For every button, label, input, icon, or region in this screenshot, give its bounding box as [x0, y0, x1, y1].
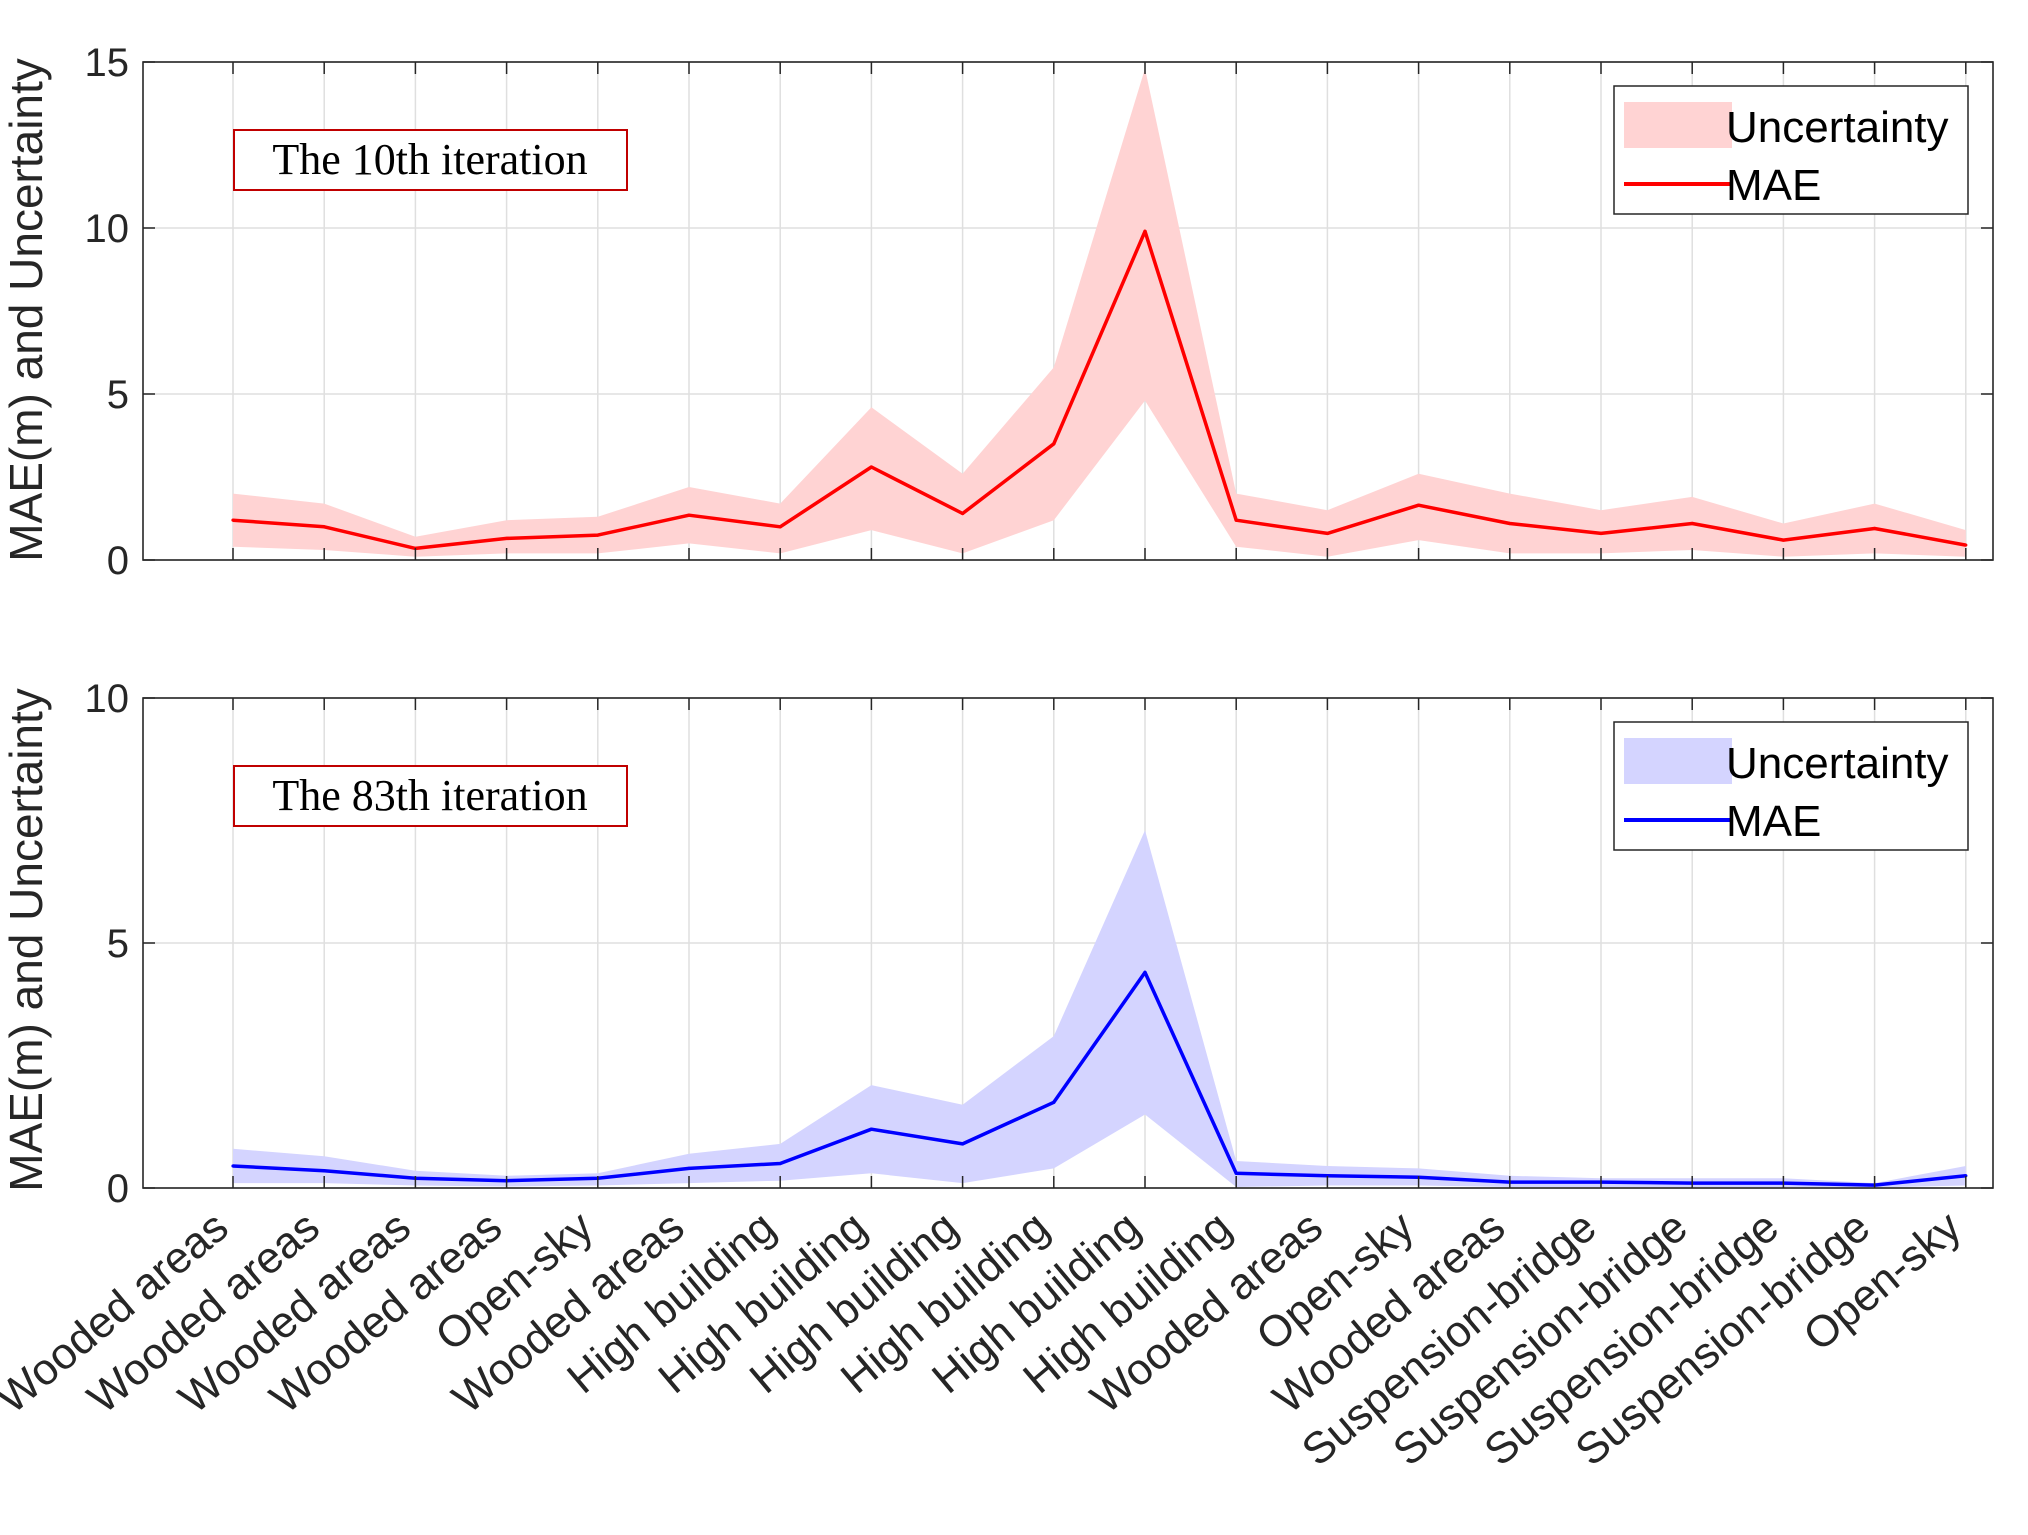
mae-line	[232, 970, 1966, 1187]
mae-point	[1143, 970, 1147, 975]
mae-point	[596, 533, 600, 537]
annotation-box	[233, 765, 628, 827]
mae-point	[322, 1169, 326, 1173]
legend: Uncertainty MAE	[1613, 85, 1969, 215]
y-tick-label: 0	[107, 539, 129, 583]
mae-point	[231, 518, 235, 522]
mae-point	[1234, 1171, 1238, 1175]
mae-point	[1143, 229, 1147, 233]
annotation-box	[233, 129, 628, 191]
mae-point	[231, 1164, 235, 1168]
y-tick-label: 15	[85, 41, 130, 85]
mae-point	[1964, 1174, 1968, 1178]
mae-point	[1690, 521, 1694, 526]
legend-swatch-uncertainty	[1624, 738, 1732, 784]
subplot-10th-iteration: 0 5 10 15 The 10th iteration Uncertainty MAE	[85, 41, 1994, 583]
mae-point	[687, 1166, 691, 1170]
mae-point	[687, 513, 691, 517]
iteration-annotation: The 10th iteration	[233, 129, 628, 191]
mae-point	[1234, 518, 1238, 522]
y-tick-label: 5	[107, 373, 129, 417]
y-axis-label-bottom: MAE(m) and Uncertainty	[0, 688, 52, 1192]
mae-point	[1052, 442, 1056, 446]
legend-label-uncertainty: Uncertainty	[1726, 103, 1949, 152]
uncertainty-band	[233, 830, 1966, 1188]
legend: Uncertainty MAE	[1613, 721, 1969, 851]
y-tick-label: 0	[107, 1167, 129, 1211]
legend-label-mae: MAE	[1726, 161, 1821, 210]
mae-point	[1052, 1100, 1056, 1104]
subplot-83th-iteration: 0 5 10 The 83th iteration Uncertainty MAE	[85, 677, 1994, 1211]
mae-point	[778, 1161, 782, 1166]
mae-point	[778, 525, 782, 529]
y-tick-label: 5	[107, 922, 129, 966]
mae-point	[505, 536, 509, 541]
legend-label-mae: MAE	[1726, 797, 1821, 846]
mae-point	[322, 525, 326, 529]
mae-point	[1964, 543, 1968, 547]
mae-point	[1508, 521, 1512, 526]
mae-point	[869, 1127, 874, 1131]
mae-point	[1417, 503, 1421, 507]
iteration-annotation: The 83th iteration	[233, 765, 628, 827]
mae-point	[1873, 526, 1877, 531]
mae-point	[961, 511, 965, 516]
mae-point	[1325, 531, 1329, 536]
mae-point	[1781, 538, 1785, 542]
y-tick-label: 10	[85, 677, 130, 721]
legend-label-uncertainty: Uncertainty	[1726, 739, 1949, 788]
mae-point	[961, 1142, 965, 1146]
legend-swatch-uncertainty	[1624, 102, 1732, 148]
mae-line	[232, 229, 1967, 551]
mae-point	[1599, 531, 1603, 536]
annotation-text: The 10th iteration	[272, 135, 587, 184]
annotation-text: The 83th iteration	[272, 771, 587, 820]
mae-point	[1325, 1174, 1329, 1178]
mae-point	[869, 465, 874, 469]
axes-box	[142, 61, 1994, 561]
y-tick-label: 10	[85, 207, 130, 251]
uncertainty-band	[233, 68, 1966, 557]
y-axis-label-top: MAE(m) and Uncertainty	[0, 58, 52, 562]
